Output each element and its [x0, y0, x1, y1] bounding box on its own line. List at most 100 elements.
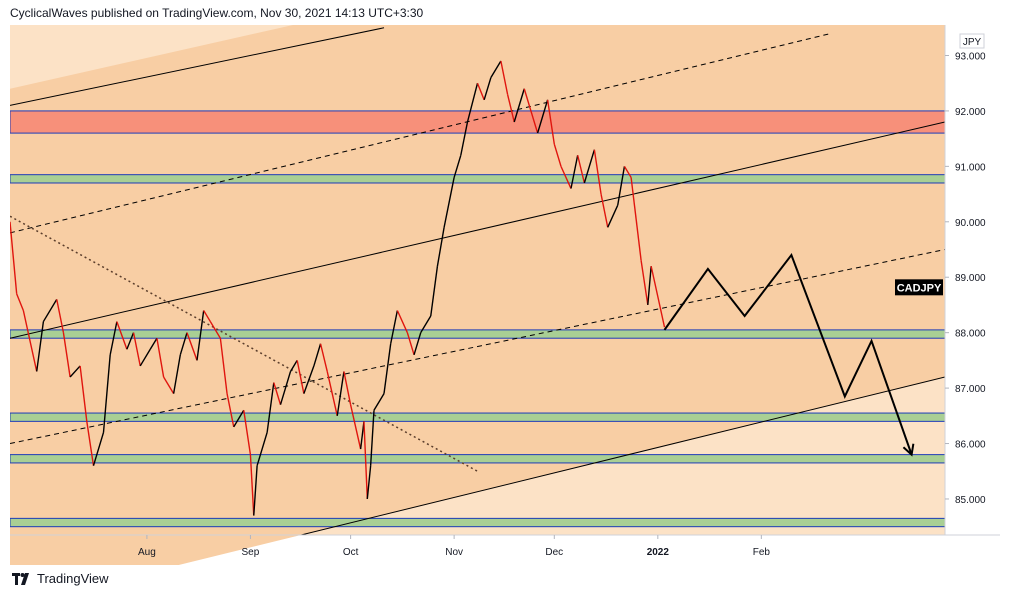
trendline-dashed-4 [10, 249, 945, 445]
price-segment [273, 382, 282, 405]
price-segment [289, 360, 298, 372]
time-tick-label: Oct [343, 547, 359, 558]
zone-support-91 [10, 174, 945, 184]
price-segment [209, 321, 221, 339]
price-segment [476, 82, 485, 101]
price-segment [163, 376, 175, 395]
price-segment [69, 365, 81, 378]
price-series-layer [10, 60, 666, 516]
price-segment [369, 410, 375, 466]
footer: TradingView [12, 571, 109, 586]
price-segment [179, 332, 188, 356]
price-segment [389, 310, 399, 344]
price-segment [546, 99, 555, 145]
price-segment [132, 332, 141, 367]
price-segment [149, 337, 158, 350]
trendlines-layer [10, 27, 945, 535]
price-segment [42, 299, 58, 322]
time-axis[interactable]: Aug Sep Oct Nov Dec 2022 Feb [138, 535, 770, 558]
price-segment [443, 177, 455, 228]
price-segment [553, 143, 562, 167]
trendline-solid-0 [10, 27, 385, 106]
price-segment [266, 382, 275, 433]
price-segment [79, 365, 88, 422]
price-segment [436, 227, 445, 267]
zone-support-84.6 [10, 517, 945, 528]
price-segment [647, 266, 652, 306]
price-segment [22, 310, 38, 372]
price-segment [256, 432, 268, 466]
price-segment [139, 348, 151, 367]
price-segment [640, 260, 649, 306]
trendline-dotted-5 [10, 215, 478, 472]
price-segment [126, 332, 135, 350]
price-segment [203, 310, 211, 322]
price-tick-label: 87.000 [955, 384, 986, 395]
price-segment [219, 338, 228, 394]
brand-name: TradingView [37, 571, 109, 586]
price-segment [530, 110, 539, 134]
zone-support-85.8 [10, 454, 945, 464]
projection-path [663, 253, 913, 455]
price-segment [406, 332, 415, 356]
price-tick-label: 92.000 [955, 107, 986, 118]
currency-label: JPY [963, 37, 982, 48]
zone-resistance [10, 110, 945, 134]
price-segment [536, 99, 549, 134]
channel-fill [10, 0, 945, 598]
chart-attribution: CyclicalWaves published on TradingView.c… [10, 6, 424, 20]
zone-support-86.5 [10, 412, 945, 422]
price-segment [523, 88, 532, 112]
price-segment [500, 60, 509, 95]
time-tick-label: Feb [753, 547, 771, 558]
price-segment [109, 321, 118, 355]
price-segment [226, 393, 235, 428]
price-segment [359, 421, 365, 450]
price-segment [650, 265, 666, 328]
tradingview-logo-icon [12, 572, 29, 585]
price-segment [279, 371, 292, 405]
price-segment [363, 421, 369, 499]
time-tick-label: Dec [545, 547, 563, 558]
projection-arrowhead [902, 443, 915, 457]
price-segment [156, 338, 165, 378]
time-tick-label: Aug [138, 547, 156, 558]
price-tick-label: 85.000 [955, 495, 986, 506]
trendline-solid-1 [10, 121, 945, 339]
price-segment [349, 404, 362, 450]
price-segment [243, 410, 252, 455]
trendline-dashed-3 [10, 32, 832, 234]
price-segment [506, 94, 515, 123]
price-segment [513, 88, 525, 123]
price-segment [453, 155, 462, 178]
price-segment [16, 293, 25, 311]
price-tick-label: 88.000 [955, 329, 986, 340]
currency-badge [959, 33, 985, 49]
price-segment [623, 165, 632, 178]
price-segment [313, 343, 322, 367]
projection-layer [663, 253, 915, 457]
price-segment [196, 310, 205, 361]
price-segment [296, 360, 305, 394]
price-segment [36, 321, 45, 372]
price-segment [303, 365, 315, 394]
price-segment [249, 454, 255, 516]
price-tick-label: 93.000 [955, 51, 986, 62]
price-axis[interactable]: 93.000 92.000 91.000 90.000 89.000 88.000 87.0… [945, 51, 986, 506]
trendline-solid-2 [298, 376, 945, 535]
price-segment [172, 354, 181, 394]
price-segment [583, 149, 596, 184]
price-segment [617, 166, 626, 206]
price-segment [86, 421, 95, 466]
price-segment [319, 343, 328, 372]
price-segment [366, 465, 372, 500]
price-segment [253, 465, 258, 516]
zones-layer [10, 110, 945, 528]
price-segment [420, 315, 432, 334]
chart-frame[interactable]: 93.000 92.000 91.000 90.000 89.000 88.000 87.0… [10, 0, 1000, 598]
price-segment [466, 83, 479, 123]
price-segment [92, 432, 105, 466]
price-segment [600, 193, 609, 228]
price-segment [413, 332, 422, 356]
price-chart[interactable]: 93.000 92.000 91.000 90.000 89.000 88.000 87.0… [10, 0, 1000, 598]
